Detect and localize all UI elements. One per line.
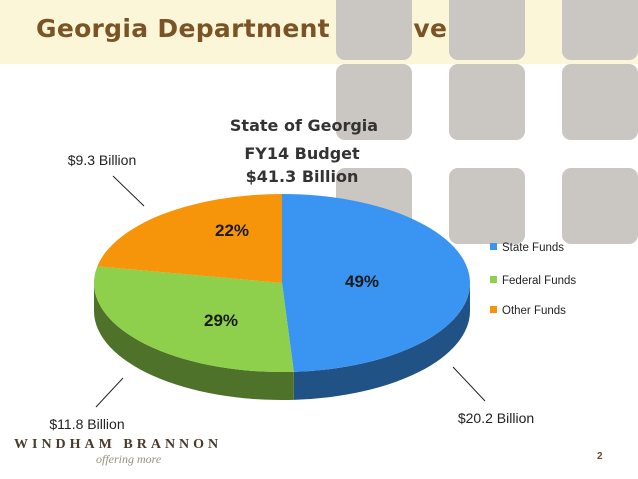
legend-swatch-other-funds (490, 306, 497, 313)
logo-name: WINDHAM BRANNON (14, 437, 223, 452)
legend-label-state-funds: State Funds (502, 242, 564, 254)
data-label-federal-funds: 29% (204, 311, 238, 330)
amount-label-federal-funds: $11.8 Billion (49, 416, 124, 432)
company-logo: WINDHAM BRANNON offering more (14, 437, 223, 466)
data-label-other-funds: 22% (215, 221, 249, 240)
pie-top-group (93, 194, 471, 372)
legend-swatch-federal-funds (490, 276, 497, 283)
legend-label-other-funds: Other Funds (502, 305, 566, 317)
pie-slice-state-funds (282, 194, 471, 372)
legend-label-federal-funds: Federal Funds (502, 275, 576, 287)
pie-slice-federal-funds (93, 266, 294, 372)
decorative-square (449, 0, 525, 60)
pie-side-state-funds (293, 283, 470, 400)
data-label-state-funds: 49% (345, 272, 379, 291)
pie-depth-group (94, 283, 470, 400)
page-number: 2 (597, 451, 603, 462)
decorative-square (336, 0, 412, 60)
chart-legend: State Funds Federal Funds Other Funds (490, 242, 576, 317)
chart-title-line-1: State of Georgia (230, 116, 378, 135)
logo-tagline: offering more (96, 452, 162, 466)
decorative-square (562, 64, 638, 140)
decorative-square (562, 168, 638, 244)
amount-label-state-funds: $20.2 Billion (458, 410, 534, 426)
slide-title: Georgia Department of Revenue (36, 14, 501, 43)
chart-title-line-2: FY14 Budget (244, 144, 360, 163)
header-band (0, 0, 638, 64)
pie-side-federal-funds (94, 283, 294, 400)
chart-title-line-3: $41.3 Billion (246, 167, 359, 186)
decorative-square (562, 0, 638, 60)
decorative-square (449, 64, 525, 140)
legend-swatch-state-funds (490, 243, 497, 250)
callout-line-other-funds (112, 175, 145, 207)
callout-line-federal-funds (95, 377, 124, 408)
pie-slice-other-funds (97, 194, 283, 283)
amount-label-other-funds: $9.3 Billion (68, 152, 137, 168)
decorative-square (449, 168, 525, 244)
decorative-square (336, 64, 412, 140)
callout-line-state-funds (452, 366, 486, 402)
